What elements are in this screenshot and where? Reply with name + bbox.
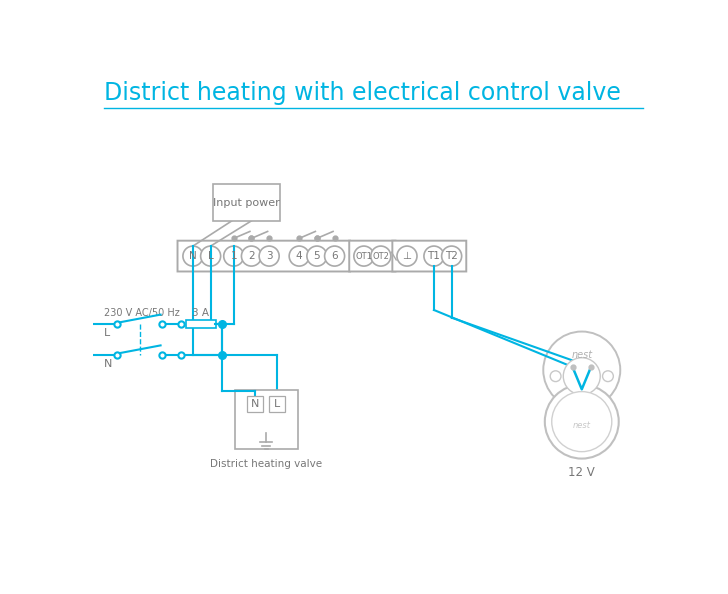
Text: OT1: OT1 (355, 252, 372, 261)
Text: 12 V: 12 V (569, 466, 596, 479)
Circle shape (183, 246, 203, 266)
Text: N: N (250, 399, 259, 409)
Text: 3: 3 (266, 251, 272, 261)
Text: 4: 4 (296, 251, 303, 261)
Text: L: L (207, 251, 213, 261)
Text: L: L (274, 399, 280, 409)
Circle shape (563, 358, 601, 394)
FancyBboxPatch shape (234, 390, 298, 449)
Circle shape (371, 246, 391, 266)
Text: 230 V AC/50 Hz: 230 V AC/50 Hz (103, 308, 179, 318)
Text: 3 A: 3 A (192, 308, 209, 318)
Text: ⊥: ⊥ (403, 251, 411, 261)
Text: L: L (103, 328, 110, 338)
FancyBboxPatch shape (248, 396, 263, 412)
FancyBboxPatch shape (269, 396, 285, 412)
Text: nest: nest (571, 350, 593, 359)
Circle shape (545, 385, 619, 459)
Text: T1: T1 (427, 251, 440, 261)
Text: nest: nest (573, 421, 590, 430)
Text: 5: 5 (314, 251, 320, 261)
Circle shape (307, 246, 327, 266)
FancyBboxPatch shape (571, 396, 593, 409)
Circle shape (259, 246, 279, 266)
FancyBboxPatch shape (178, 241, 350, 271)
Circle shape (397, 246, 417, 266)
Text: T2: T2 (446, 251, 458, 261)
Circle shape (442, 246, 462, 266)
Text: Input power: Input power (213, 198, 280, 207)
Text: District heating with electrical control valve: District heating with electrical control… (103, 81, 620, 105)
Text: OT2: OT2 (372, 252, 389, 261)
Circle shape (424, 246, 444, 266)
FancyBboxPatch shape (392, 241, 466, 271)
Circle shape (543, 331, 620, 409)
Circle shape (289, 246, 309, 266)
Text: N: N (189, 251, 197, 261)
Circle shape (603, 371, 614, 381)
FancyBboxPatch shape (186, 320, 215, 328)
Circle shape (550, 371, 561, 381)
Circle shape (354, 246, 374, 266)
Circle shape (201, 246, 221, 266)
FancyBboxPatch shape (349, 241, 395, 271)
Circle shape (223, 246, 244, 266)
Circle shape (325, 246, 344, 266)
Circle shape (552, 391, 612, 451)
Text: 6: 6 (331, 251, 338, 261)
Text: 1: 1 (231, 251, 237, 261)
FancyBboxPatch shape (213, 185, 280, 220)
Text: District heating valve: District heating valve (210, 459, 322, 469)
Circle shape (242, 246, 261, 266)
Text: 2: 2 (248, 251, 255, 261)
Text: N: N (103, 359, 112, 369)
